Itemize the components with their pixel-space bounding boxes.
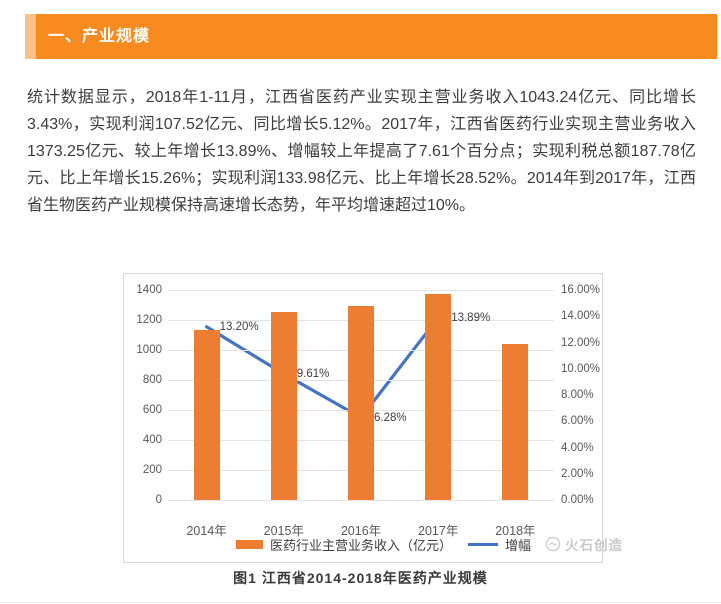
y-axis-tick-right: 10.00%	[561, 362, 601, 375]
legend-bar-swatch	[236, 539, 263, 549]
y-axis-tick-left: 400	[142, 434, 162, 446]
watermark-text: 火石创造	[565, 538, 624, 553]
watermark-logo-icon	[545, 536, 561, 552]
legend-line-swatch	[468, 542, 499, 546]
section-title: 一、产业规模	[48, 28, 151, 45]
x-axis-tick: 2015年	[263, 524, 304, 538]
y-axis-tick-right: 0.00%	[561, 494, 594, 506]
line-data-label: 13.89%	[451, 311, 491, 324]
chart-legend: 医药行业主营业务收入（亿元） 增幅 火石创造	[236, 534, 623, 554]
section-header-banner: 一、产业规模	[25, 14, 717, 59]
legend-line-label: 增幅	[505, 537, 532, 553]
y-axis-tick-left: 600	[142, 404, 162, 416]
y-axis-tick-right: 14.00%	[561, 310, 601, 323]
gridline	[168, 289, 554, 291]
gridline	[168, 499, 554, 501]
x-axis-tick: 2017年	[418, 524, 459, 538]
y-axis-tick-right: 12.00%	[561, 336, 601, 349]
x-axis-tick: 2018年	[495, 524, 536, 538]
legend-bar-label: 医药行业主营业务收入（亿元）	[270, 537, 453, 553]
banner-left-accent-strip	[25, 14, 36, 59]
line-data-label: 13.20%	[219, 320, 259, 333]
revenue-bar	[502, 343, 529, 500]
right-axis-ticks: 16.00% 14.00% 12.00% 10.00% 8.00% 6.00% 4.00% 2…	[561, 284, 605, 506]
revenue-bar	[270, 311, 297, 500]
y-axis-tick-right: 8.00%	[561, 389, 594, 401]
body-paragraph: 统计数据显示，2018年1-11月，江西省医药产业实现主营业务收入1043.24…	[27, 89, 696, 214]
line-data-label: 9.61%	[296, 367, 330, 380]
figure-caption: 图1 江西省2014-2018年医药产业规模	[233, 570, 488, 586]
revenue-bar	[425, 294, 452, 500]
watermark: 火石创造	[545, 534, 623, 554]
page-bottom-divider	[0, 602, 721, 603]
y-axis-tick-left: 0	[155, 494, 162, 506]
y-axis-tick-left: 1200	[136, 314, 162, 326]
y-axis-tick-left: 800	[142, 374, 162, 386]
plot-area: 2014年 2015年 2016年 2017年 2018年 13.20% 9.61% 6.28…	[168, 289, 554, 538]
x-axis-tick: 2014年	[186, 524, 227, 538]
y-axis-tick-right: 6.00%	[561, 415, 594, 428]
y-axis-tick-right: 16.00%	[561, 284, 601, 296]
y-axis-tick-left: 1000	[136, 344, 162, 356]
revenue-bar	[348, 305, 374, 500]
y-axis-tick-left: 1400	[136, 284, 162, 296]
y-axis-tick-right: 2.00%	[561, 467, 594, 480]
line-data-label: 6.28%	[374, 411, 407, 424]
left-axis-ticks: 1400 1200 1000 800 600 400 200 0	[124, 284, 162, 506]
figure-chart: 1400 1200 1000 800 600 400 200 0 16.00% 14.00% 12…	[123, 273, 622, 563]
y-axis-tick-left: 200	[142, 464, 162, 476]
x-axis-tick: 2016年	[340, 524, 382, 538]
revenue-bar	[193, 330, 220, 500]
y-axis-tick-right: 4.00%	[561, 441, 594, 454]
